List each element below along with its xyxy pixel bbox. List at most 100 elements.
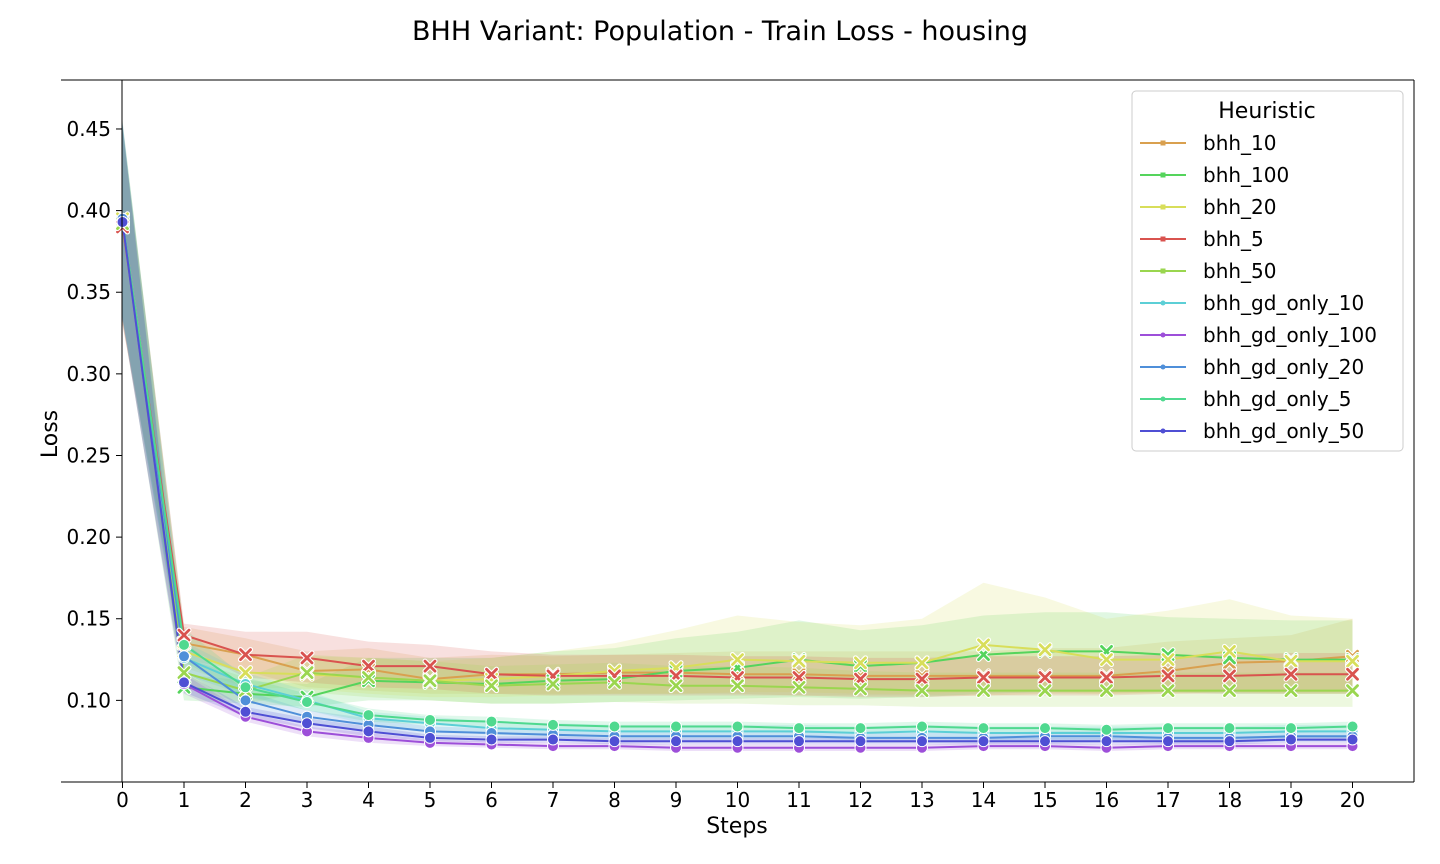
point-bhh_gd_only_5 [608,720,621,733]
legend-item-bhh_50: bhh_50 [1140,259,1277,283]
point-bhh_50 [299,665,315,681]
band-bhh_10 [122,129,1353,696]
legend-label: bhh_100 [1203,163,1289,187]
x-tick-label: 20 [1340,788,1365,812]
legend-label: bhh_20 [1203,195,1277,219]
point-bhh_gd_only_20 [178,650,190,663]
legend-swatch-marker [1160,300,1166,306]
point-bhh_gd_only_5 [731,720,744,733]
point-cross [177,666,191,680]
x-tick-label: 4 [362,788,375,812]
point-bhh_5 [1099,670,1114,686]
x-tick-label: 10 [725,788,750,812]
point-cross [300,651,314,665]
point-cross [792,680,806,694]
y-tick-label: 0.15 [66,607,111,631]
point-bhh_50 [1037,683,1053,699]
band-bhh_5 [122,129,1353,698]
point-bhh_5 [1345,666,1360,682]
point-bhh_gd_only_5 [793,722,805,735]
x-tick-label: 3 [301,788,314,812]
point-bhh_gd_only_50 [977,735,990,748]
point-cross [608,676,621,689]
point-bhh_gd_only_50 [608,735,621,748]
point-bhh_5 [484,666,499,682]
point-cross [1223,684,1236,697]
point-cross [1161,669,1175,683]
point-cross [731,653,744,666]
x-tick-label: 17 [1155,788,1180,812]
point-bhh_gd_only_50 [916,735,928,748]
point-bhh_gd_only_5 [301,696,313,709]
point-bhh_20 [1160,652,1176,668]
point-bhh_20 [1099,652,1114,668]
point-bhh_50 [1222,683,1237,699]
point-cross [977,671,990,684]
point-cross [1346,684,1359,697]
legend-swatch-marker [1160,236,1166,242]
point-bhh_gd_only_50 [178,676,190,689]
point-bhh_5 [361,658,376,674]
point-bhh_gd_only_50 [424,731,436,744]
point-bhh_gd_only_5 [178,638,190,651]
point-bhh_50 [361,670,376,686]
legend-item-bhh_gd_only_50: bhh_gd_only_50 [1140,419,1364,443]
point-bhh_gd_only_5 [424,713,436,726]
legend-label: bhh_gd_only_50 [1203,419,1364,443]
point-bhh_50 [1283,683,1299,699]
chart-title: BHH Variant: Population - Train Loss - h… [412,16,1028,47]
point-bhh_50 [1345,683,1360,699]
point-bhh_gd_only_5 [1285,722,1297,735]
legend-swatch-marker [1160,204,1166,210]
legend-title: Heuristic [1218,99,1315,124]
x-tick-label: 7 [547,788,560,812]
point-bhh_50 [668,678,684,694]
point-cross [1038,643,1052,657]
point-bhh_50 [176,665,192,681]
point-cross [485,679,498,693]
point-bhh_gd_only_50 [1162,735,1174,748]
point-bhh_5 [1160,668,1176,684]
legend-swatch-marker [1160,332,1166,338]
point-bhh_gd_only_5 [854,722,867,735]
point-bhh_50 [914,683,930,699]
point-cross [1223,644,1236,658]
point-cross [1100,653,1113,666]
y-tick-label: 0.20 [66,525,111,549]
x-tick-label: 2 [239,788,252,812]
point-bhh_gd_only_5 [1346,720,1359,733]
point-bhh_50 [484,678,499,694]
point-bhh_gd_only_20 [239,694,252,707]
point-cross [977,684,990,697]
point-bhh_gd_only_50 [1100,735,1113,748]
y-tick-label: 0.35 [66,280,111,304]
point-bhh_20 [1037,642,1053,658]
point-bhh_50 [422,673,438,689]
point-cross [239,666,252,680]
point-bhh_20 [1345,653,1360,669]
y-tick-label: 0.40 [66,199,111,223]
point-bhh_gd_only_50 [1039,735,1051,748]
legend-swatch-marker [1160,364,1166,370]
legend-label: bhh_10 [1203,131,1277,155]
point-bhh_20 [238,665,253,681]
legend-swatch-marker [1160,268,1166,274]
point-bhh_20 [976,637,991,653]
x-axis-label: Steps [706,814,768,839]
point-bhh_50 [976,683,991,699]
y-axis-label: Loss [38,410,63,458]
point-bhh_gd_only_5 [1039,722,1051,735]
point-cross [915,672,929,686]
point-bhh_20 [791,653,807,669]
legend-items: bhh_10 bhh_100 bhh_20 bhh_5 bhh_50 bhh_gd_onl… [1140,131,1377,443]
point-bhh_5 [914,671,930,687]
point-bhh_gd_only_5 [1223,722,1236,735]
legend-item-bhh_10: bhh_10 [1140,131,1277,155]
legend-item-bhh_100: bhh_100 [1140,163,1289,187]
point-bhh_20 [1222,643,1237,659]
point-bhh_50 [607,674,622,690]
point-bhh_50 [1099,683,1114,699]
point-cross [1161,653,1175,666]
point-cross [1284,684,1298,697]
point-bhh_gd_only_5 [362,709,375,722]
